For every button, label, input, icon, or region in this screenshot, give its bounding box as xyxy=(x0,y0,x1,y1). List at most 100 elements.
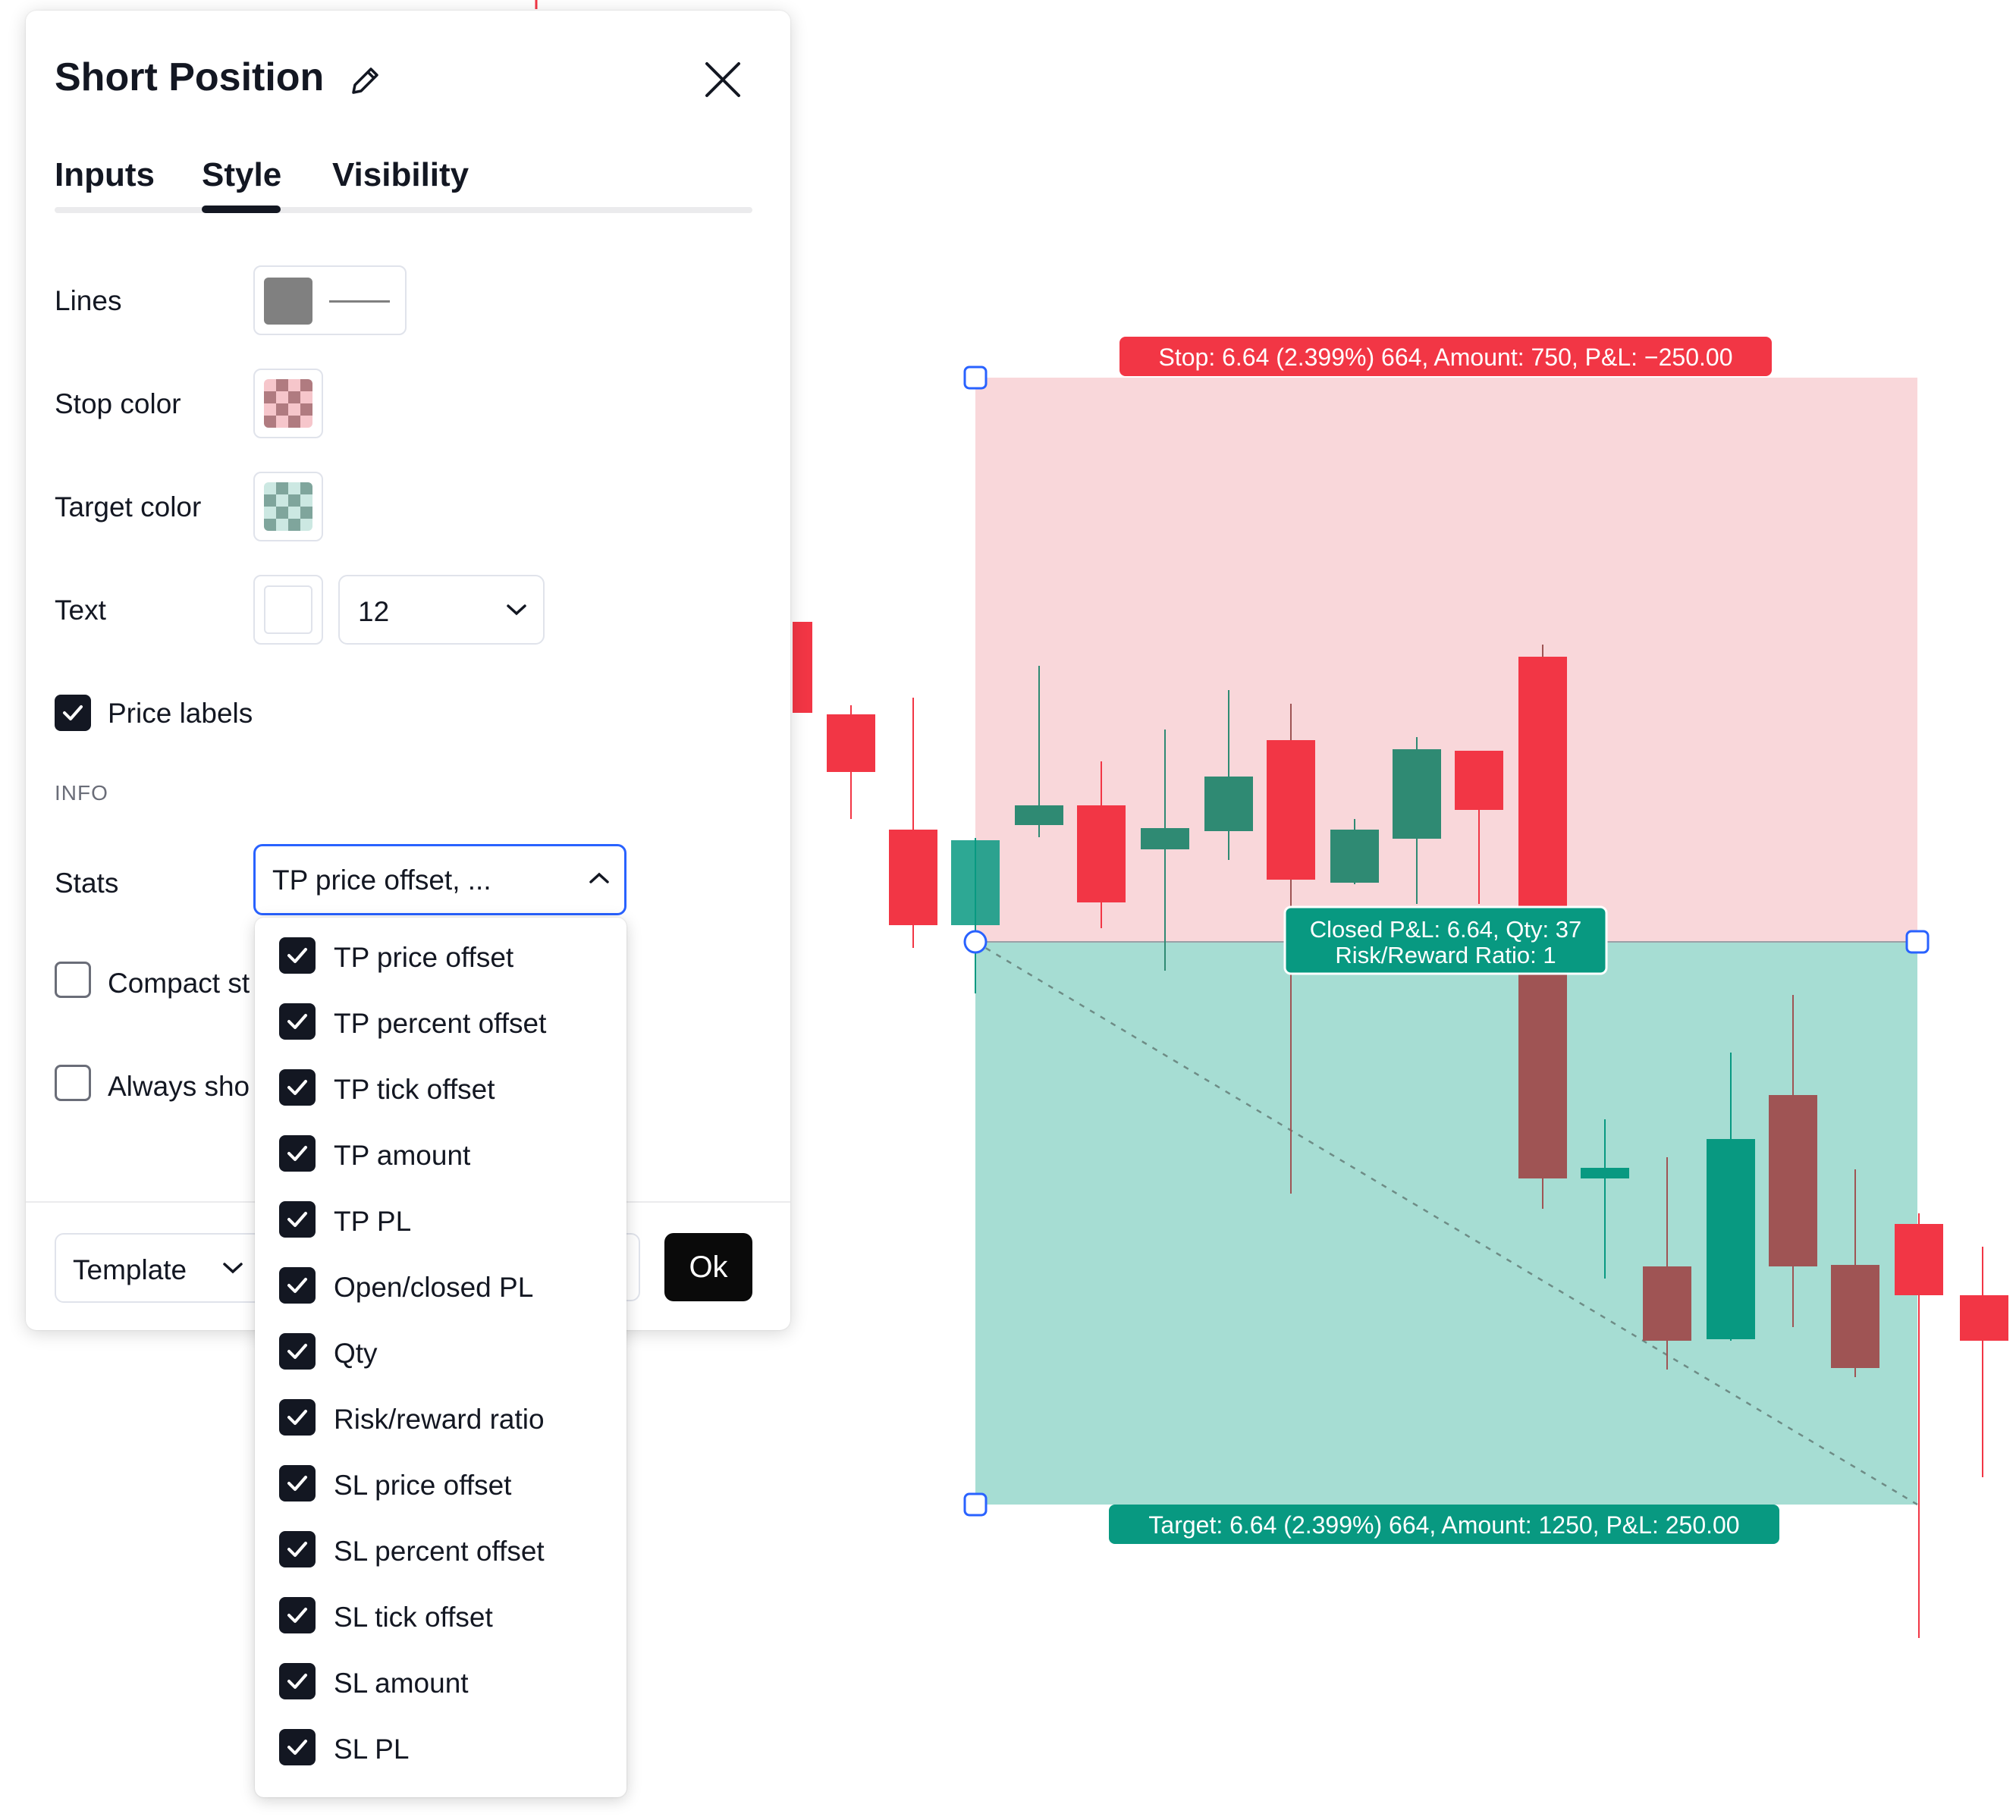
stop-zone[interactable] xyxy=(975,378,1917,942)
always-show-checkbox[interactable] xyxy=(55,1065,91,1101)
stats-option-checkbox[interactable] xyxy=(279,1597,316,1633)
stats-option-checkbox[interactable] xyxy=(279,1201,316,1238)
stats-option-label: TP percent offset xyxy=(334,1008,547,1039)
stop-color-swatch[interactable] xyxy=(253,369,323,438)
text-label: Text xyxy=(55,595,106,626)
stats-dropdown: TP price offset TP percent offset TP tick … xyxy=(255,918,626,1797)
check-icon xyxy=(287,1014,307,1029)
pencil-icon[interactable] xyxy=(346,62,384,100)
stats-option-checkbox[interactable] xyxy=(279,937,316,974)
stats-option-checkbox[interactable] xyxy=(279,1729,316,1765)
candle xyxy=(1581,1168,1629,1178)
font-size-value: 12 xyxy=(358,596,390,627)
stats-option-checkbox[interactable] xyxy=(279,1531,316,1567)
stats-option-label: TP tick offset xyxy=(334,1074,495,1105)
stats-option-checkbox[interactable] xyxy=(279,1333,316,1370)
stats-option-checkbox[interactable] xyxy=(279,1003,316,1040)
check-icon xyxy=(287,1278,307,1293)
center-label-bg xyxy=(1283,905,1608,975)
check-icon xyxy=(287,1146,307,1161)
chevron-down-icon xyxy=(223,1263,243,1274)
check-icon xyxy=(287,1212,307,1227)
stats-option[interactable]: Risk/reward ratio xyxy=(279,1396,613,1442)
stats-option-checkbox[interactable] xyxy=(279,1663,316,1699)
candle xyxy=(793,622,812,713)
tab-inputs[interactable]: Inputs xyxy=(55,156,155,193)
center-label-line2: Risk/Reward Ratio: 1 xyxy=(1335,942,1556,968)
info-section-header: INFO xyxy=(55,781,108,805)
drag-handle-entry[interactable] xyxy=(963,930,988,954)
stats-option-label: Risk/reward ratio xyxy=(334,1404,545,1435)
stats-option-label: Open/closed PL xyxy=(334,1272,534,1303)
check-icon xyxy=(287,1344,307,1359)
target-color-checker xyxy=(264,482,312,531)
stats-select[interactable]: TP price offset, ... xyxy=(253,844,626,915)
candles xyxy=(793,622,2008,1638)
stats-option-checkbox[interactable] xyxy=(279,1267,316,1304)
check-icon xyxy=(287,1608,307,1623)
tab-active-indicator xyxy=(202,206,281,213)
candle xyxy=(1141,828,1189,849)
candle xyxy=(1895,1224,1943,1295)
check-icon xyxy=(287,1476,307,1491)
drag-handle-top-left[interactable] xyxy=(963,366,988,390)
lines-style-picker[interactable] xyxy=(253,265,407,335)
chevron-down-icon xyxy=(507,604,526,616)
stats-option[interactable]: Qty xyxy=(279,1330,613,1376)
target-color-swatch[interactable] xyxy=(253,472,323,541)
candle xyxy=(1831,1265,1879,1368)
check-icon xyxy=(287,948,307,963)
stats-option[interactable]: TP amount xyxy=(279,1132,613,1178)
stats-option[interactable]: TP price offset xyxy=(279,934,613,980)
candle xyxy=(1393,749,1441,839)
stats-option-label: TP PL xyxy=(334,1206,412,1237)
candle xyxy=(1267,740,1315,880)
candle xyxy=(1960,1295,2008,1341)
center-label-line1: Closed P&L: 6.64, Qty: 37 xyxy=(1310,916,1581,943)
stats-option[interactable]: TP tick offset xyxy=(279,1066,613,1112)
stats-option[interactable]: SL price offset xyxy=(279,1462,613,1508)
tab-bar: Inputs Style Visibility xyxy=(55,149,752,215)
candle xyxy=(1769,1095,1817,1266)
font-size-select[interactable]: 12 xyxy=(338,575,545,645)
drag-handle-bottom-left[interactable] xyxy=(963,1492,988,1517)
price-labels-checkbox[interactable] xyxy=(55,695,91,731)
stats-option[interactable]: TP percent offset xyxy=(279,1000,613,1046)
stats-option-checkbox[interactable] xyxy=(279,1135,316,1172)
settings-dialog: Short Position Inputs Style Visibility L… xyxy=(26,11,790,1330)
candle xyxy=(1643,1266,1691,1341)
candle xyxy=(1330,830,1379,883)
candle xyxy=(1077,805,1126,902)
stats-option[interactable]: SL tick offset xyxy=(279,1594,613,1640)
stats-select-value: TP price offset, ... xyxy=(272,864,491,896)
stats-option-label: TP price offset xyxy=(334,942,514,973)
ok-button[interactable]: Ok xyxy=(664,1233,752,1301)
close-icon[interactable] xyxy=(702,59,743,100)
check-icon xyxy=(287,1410,307,1425)
target-label-bg xyxy=(1109,1505,1779,1544)
stats-option[interactable]: SL percent offset xyxy=(279,1528,613,1574)
text-color-swatch[interactable] xyxy=(253,575,323,645)
stats-option-checkbox[interactable] xyxy=(279,1399,316,1436)
candle xyxy=(1518,942,1567,1178)
template-select[interactable]: Template xyxy=(55,1233,282,1303)
stop-label: Stop: 6.64 (2.399%) 664, Amount: 750, P&… xyxy=(1159,344,1733,371)
compact-stats-checkbox[interactable] xyxy=(55,962,91,998)
target-label: Target: 6.64 (2.399%) 664, Amount: 1250,… xyxy=(1148,1511,1739,1539)
tab-visibility[interactable]: Visibility xyxy=(332,156,469,193)
drag-handle-right[interactable] xyxy=(1905,930,1930,954)
stats-option-checkbox[interactable] xyxy=(279,1069,316,1106)
stats-label: Stats xyxy=(55,868,119,899)
stop-color-checker xyxy=(264,379,312,428)
stats-option[interactable]: SL PL xyxy=(279,1726,613,1771)
tab-style[interactable]: Style xyxy=(202,156,282,193)
candle xyxy=(1015,805,1063,825)
stats-option-label: SL percent offset xyxy=(334,1536,545,1567)
stats-option[interactable]: TP PL xyxy=(279,1198,613,1244)
stats-option-checkbox[interactable] xyxy=(279,1465,316,1502)
stats-option[interactable]: Open/closed PL xyxy=(279,1264,613,1310)
target-color-label: Target color xyxy=(55,491,202,522)
stats-option[interactable]: SL amount xyxy=(279,1660,613,1705)
diagonal-line xyxy=(975,940,1918,1506)
